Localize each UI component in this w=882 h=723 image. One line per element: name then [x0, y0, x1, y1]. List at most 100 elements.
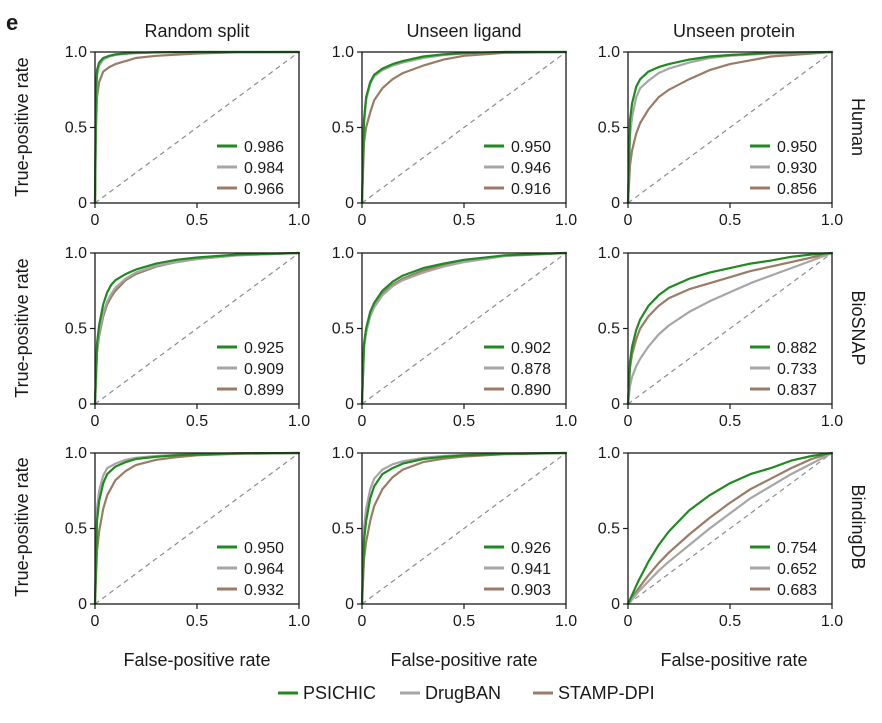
row-label-biosnap: BioSNAP — [848, 290, 868, 365]
roc-panel-bindingdb-unseen-protein: 00 0.5 0.5 1.0 1.0 0.754 0.652 0.683 — [598, 445, 843, 630]
column-title-unseen-protein: Unseen protein — [673, 21, 795, 41]
x-tick-label: 0 — [358, 613, 367, 630]
auc-value-psichic: 0.902 — [511, 340, 551, 357]
chance-diagonal — [627, 51, 833, 204]
y-tick-label: 1.0 — [65, 245, 87, 262]
legend-label-drugban: DrugBAN — [425, 683, 501, 703]
row-labels: Human BioSNAP BindingDB — [848, 98, 868, 570]
x-tick-label: 0 — [91, 613, 100, 630]
roc-curve-drugban — [93, 251, 301, 406]
column-title-unseen-ligand: Unseen ligand — [406, 21, 521, 41]
roc-curve-psichic — [626, 251, 834, 406]
y-tick-label: 0.5 — [598, 321, 620, 338]
auc-value-stamp-dpi: 0.890 — [511, 382, 551, 399]
y-tick-label: 0.5 — [65, 521, 87, 538]
y-axis-title: True-positive rate — [12, 258, 32, 397]
auc-value-stamp-dpi: 0.899 — [244, 382, 284, 399]
roc-curve-psichic — [360, 451, 568, 606]
roc-curve-stamp-dpi — [626, 451, 834, 606]
auc-value-drugban: 0.909 — [244, 361, 284, 378]
legend-label-stamp-dpi: STAMP-DPI — [558, 683, 655, 703]
roc-panel-bindingdb-random-split: 00 0.5 0.5 1.0 1.0 0.950 0.964 0.932 — [65, 445, 310, 630]
y-tick-label: 1.0 — [598, 44, 620, 61]
x-tick-label: 0 — [624, 212, 633, 229]
y-tick-label: 0 — [611, 396, 620, 413]
y-tick-label: 0.5 — [65, 120, 87, 137]
auc-value-stamp-dpi: 0.966 — [244, 181, 284, 198]
y-tick-label: 1.0 — [65, 445, 87, 462]
y-tick-label: 1.0 — [65, 44, 87, 61]
auc-value-stamp-dpi: 0.856 — [777, 181, 817, 198]
y-tick-label: 1.0 — [598, 245, 620, 262]
auc-value-stamp-dpi: 0.837 — [777, 382, 817, 399]
roc-curve-psichic — [93, 251, 301, 406]
roc-curve-drugban — [626, 451, 834, 606]
figure-legend: PSICHIC DrugBAN STAMP-DPI — [278, 683, 655, 703]
auc-value-psichic: 0.926 — [511, 540, 551, 557]
y-tick-label: 0.5 — [332, 321, 354, 338]
y-tick-label: 0.5 — [598, 521, 620, 538]
x-tick-label: 0.5 — [719, 413, 741, 430]
auc-value-psichic: 0.950 — [244, 540, 284, 557]
x-tick-label: 0.5 — [186, 212, 208, 229]
auc-value-stamp-dpi: 0.683 — [777, 582, 817, 599]
x-tick-label: 0 — [624, 613, 633, 630]
auc-value-drugban: 0.964 — [244, 561, 284, 578]
y-tick-label: 0 — [78, 195, 87, 212]
y-tick-label: 0.5 — [332, 120, 354, 137]
chance-diagonal — [361, 51, 567, 204]
roc-curve-psichic — [360, 50, 568, 205]
x-tick-label: 0.5 — [453, 613, 475, 630]
x-axis-title: False-positive rate — [390, 650, 537, 670]
chance-diagonal — [94, 51, 300, 204]
y-tick-label: 0 — [78, 396, 87, 413]
auc-value-psichic: 0.950 — [777, 139, 817, 156]
roc-panel-biosnap-unseen-ligand: 00 0.5 0.5 1.0 1.0 0.902 0.878 0.890 — [332, 245, 577, 430]
roc-panels: 000.50.51.01.00.9860.9840.966000.50.51.0… — [65, 44, 843, 630]
x-tick-label: 0 — [624, 413, 633, 430]
chance-diagonal — [94, 252, 300, 405]
y-tick-label: 0.5 — [598, 120, 620, 137]
roc-curve-psichic — [626, 451, 834, 606]
auc-value-psichic: 0.882 — [777, 340, 817, 357]
auc-value-drugban: 0.652 — [777, 561, 817, 578]
panel-letter: e — [6, 10, 18, 35]
x-tick-label: 1.0 — [288, 413, 310, 430]
row-label-human: Human — [848, 98, 868, 156]
x-tick-label: 1.0 — [555, 212, 577, 229]
x-tick-label: 0.5 — [719, 212, 741, 229]
auc-value-psichic: 0.754 — [777, 540, 817, 557]
y-tick-label: 0.5 — [65, 321, 87, 338]
roc-curve-stamp-dpi — [626, 50, 834, 205]
auc-value-drugban: 0.733 — [777, 361, 817, 378]
auc-value-drugban: 0.930 — [777, 160, 817, 177]
auc-value-stamp-dpi: 0.932 — [244, 582, 284, 599]
y-tick-label: 0 — [611, 596, 620, 613]
column-title-random-split: Random split — [144, 21, 249, 41]
x-tick-label: 1.0 — [821, 613, 843, 630]
roc-curve-stamp-dpi — [360, 50, 568, 205]
y-tick-label: 1.0 — [332, 445, 354, 462]
y-tick-label: 0 — [345, 396, 354, 413]
legend-label-psichic: PSICHIC — [303, 683, 376, 703]
y-axis-titles: True-positive rate True-positive rate Tr… — [12, 57, 32, 596]
roc-panel-human-unseen-ligand: 00 0.5 0.5 1.0 1.0 0.950 0.946 0.916 — [332, 44, 577, 229]
x-tick-label: 1.0 — [288, 212, 310, 229]
roc-curve-drugban — [626, 251, 834, 406]
roc-panel-biosnap-random-split: 00 0.5 0.5 1.0 1.0 0.925 0.909 0.899 — [65, 245, 310, 430]
x-tick-label: 1.0 — [821, 212, 843, 229]
chance-diagonal — [627, 252, 833, 405]
chance-diagonal — [361, 252, 567, 405]
auc-value-stamp-dpi: 0.903 — [511, 582, 551, 599]
y-tick-label: 0 — [78, 596, 87, 613]
y-tick-label: 1.0 — [332, 245, 354, 262]
x-tick-label: 1.0 — [288, 613, 310, 630]
roc-panel-bindingdb-unseen-ligand: 00 0.5 0.5 1.0 1.0 0.926 0.941 0.903 — [332, 445, 577, 630]
auc-value-psichic: 0.950 — [511, 139, 551, 156]
y-tick-label: 0 — [345, 596, 354, 613]
y-tick-label: 0 — [611, 195, 620, 212]
x-axis-title: False-positive rate — [123, 650, 270, 670]
x-tick-label: 1.0 — [555, 413, 577, 430]
auc-value-drugban: 0.941 — [511, 561, 551, 578]
